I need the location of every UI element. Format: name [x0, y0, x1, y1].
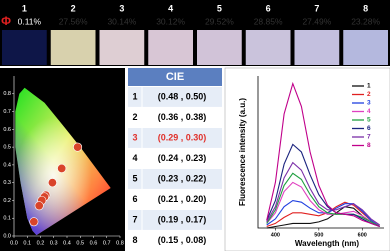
- x-tick-label: 400: [271, 232, 280, 238]
- x-tick-label: 0.4: [63, 240, 71, 246]
- row-number: 7: [132, 215, 137, 225]
- table-row: [128, 230, 222, 251]
- vial: [148, 30, 193, 65]
- cie-coordinate: (0.36 , 0.38): [158, 112, 207, 122]
- row-number: 2: [132, 112, 137, 122]
- x-tick-label: 0.3: [50, 240, 58, 246]
- legend-label: 1: [367, 83, 371, 90]
- table-row: [128, 169, 222, 189]
- vial-label: 6: [266, 3, 271, 13]
- vial-label: 8: [363, 3, 368, 13]
- cie-point: [29, 217, 39, 227]
- quantum-yield: 27.56%: [59, 16, 88, 26]
- y-tick-label: 0.7: [3, 109, 11, 115]
- cie-point: [73, 142, 83, 152]
- spectrum-axes: [257, 76, 384, 229]
- table-header: [128, 68, 222, 86]
- y-tick-label: 0.4: [3, 162, 11, 168]
- vial-label: 7: [314, 3, 319, 13]
- legend-label: 4: [367, 108, 371, 115]
- cie-point: [47, 178, 57, 188]
- y-tick-label: 0.0: [3, 233, 11, 239]
- spectrum-line: [266, 172, 380, 227]
- row-number: 5: [132, 174, 137, 184]
- vial: [2, 30, 47, 65]
- cie-coordinate: (0.23 , 0.22): [158, 174, 207, 184]
- x-tick-label: 500: [314, 232, 323, 238]
- legend-label: 7: [367, 134, 371, 141]
- legend-label: 8: [367, 142, 371, 149]
- spectrum-line: [266, 181, 380, 227]
- quantum-yield: 23.28%: [351, 16, 380, 26]
- y-tick-label: 0.5: [3, 145, 11, 151]
- x-tick-label: 0.5: [76, 240, 84, 246]
- vial-label: 3: [119, 3, 124, 13]
- vial-label: 1: [22, 3, 27, 13]
- table-row: [128, 148, 222, 169]
- x-tick-label: 0.2: [37, 240, 45, 246]
- row-number: 3: [132, 133, 137, 143]
- vial: [245, 30, 291, 65]
- quantum-yield: 27.49%: [302, 16, 331, 26]
- x-tick-label: 0.6: [90, 240, 98, 246]
- table-row: [128, 210, 222, 230]
- x-tick-label: 0.1: [23, 240, 31, 246]
- y-tick-label: 0.8: [3, 91, 11, 97]
- vial: [294, 30, 340, 65]
- cie-coordinate: (0.48 , 0.50): [158, 92, 207, 102]
- cie-point: [34, 201, 44, 211]
- x-tick-label: 0.0: [10, 240, 18, 246]
- y-tick-label: 0.3: [3, 180, 11, 186]
- cie-coordinate: (0.21 , 0.20): [158, 194, 207, 204]
- row-number: 8: [132, 235, 137, 245]
- x-tick-label: 0.7: [103, 240, 111, 246]
- legend-label: 5: [367, 117, 371, 124]
- quantum-yield: 30.12%: [156, 16, 185, 26]
- y-tick-label: 0.6: [3, 127, 11, 133]
- row-number: 4: [132, 153, 137, 163]
- vial: [197, 30, 242, 65]
- legend-label: 3: [367, 100, 371, 107]
- table-header-text: CIE: [166, 71, 184, 83]
- phi-symbol: Φ: [1, 14, 11, 28]
- vial: [50, 30, 96, 65]
- quantum-yield: 29.52%: [205, 16, 234, 26]
- x-tick-label: 600: [358, 232, 367, 238]
- vial-label: 2: [71, 3, 76, 13]
- cie-coordinate: (0.15 , 0.08): [158, 235, 207, 245]
- cie-point: [57, 163, 67, 173]
- row-number: 1: [132, 92, 137, 102]
- spectrum-line: [266, 143, 380, 228]
- x-tick-label: 0.8: [116, 240, 124, 246]
- spectrum-line: [266, 81, 380, 228]
- spectrum-line: [266, 200, 381, 227]
- legend-label: 2: [367, 91, 371, 98]
- table-row: [128, 87, 222, 107]
- quantum-yield: 30.14%: [107, 16, 136, 26]
- table-row: [128, 128, 222, 148]
- table-row: [128, 107, 222, 128]
- quantum-yield: 0.11%: [18, 16, 42, 26]
- cie-coordinate: (0.19 , 0.17): [158, 215, 207, 225]
- y-axis-label: Fluorescence intensity (a.u.): [238, 98, 247, 206]
- cie-coordinate: (0.29 , 0.30): [158, 133, 207, 143]
- y-tick-label: 0.2: [3, 198, 11, 204]
- table-row: [128, 189, 222, 210]
- legend-label: 6: [367, 125, 371, 132]
- spectrum-line: [266, 161, 381, 226]
- spectrum-line: [266, 201, 381, 228]
- vial: [99, 30, 145, 65]
- y-tick-label: 0.1: [3, 216, 11, 222]
- cie-coordinate: (0.24 , 0.23): [158, 153, 207, 163]
- row-number: 6: [132, 194, 137, 204]
- x-axis-label: Wavelength (nm): [295, 239, 359, 248]
- vial-label: 5: [217, 3, 222, 13]
- vial: [343, 30, 388, 65]
- vial-label: 4: [168, 3, 173, 13]
- quantum-yield: 28.85%: [254, 16, 283, 26]
